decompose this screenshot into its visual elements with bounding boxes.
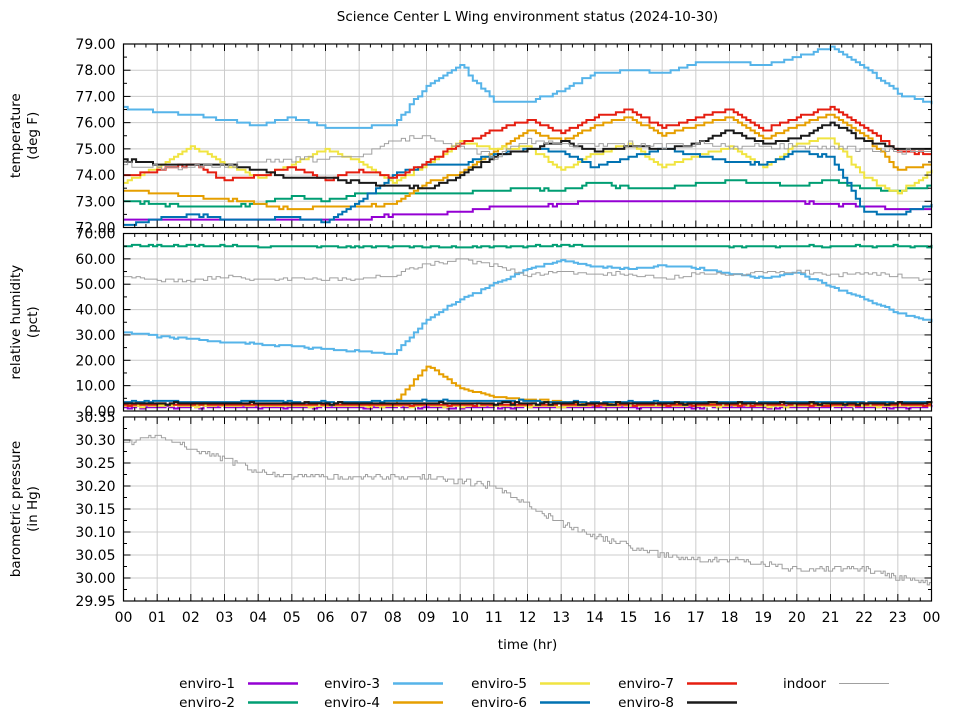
x-tick-label: 23 — [889, 610, 907, 626]
x-tick-label: 07 — [350, 610, 368, 626]
x-tick-label: 21 — [822, 610, 840, 626]
panel-pressure: 30.35 30.30 30.25 30.20 30.15 30.10 30.05 30.00… — [8, 410, 940, 626]
legend-item-indoor: indoor — [783, 676, 889, 692]
x-tick-label: 19 — [754, 610, 772, 626]
series-indoor-humidity — [123, 258, 932, 283]
y-tick-label: 30.15 — [75, 502, 115, 518]
x-tick-label: 16 — [653, 610, 671, 626]
panel-humidity: 70.00 60.00 50.00 40.00 30.00 20.00 10.00 0.00 r… — [8, 227, 933, 420]
chart-panels: 79.00 78.00 77.00 76.00 75.00 74.00 73.00 72.00… — [8, 37, 940, 626]
y-tick-label: 77.00 — [75, 89, 115, 105]
x-tick-label: 06 — [317, 610, 335, 626]
x-tick-label: 18 — [721, 610, 739, 626]
legend-label: enviro-3 — [324, 676, 380, 692]
x-tick-label: 17 — [687, 610, 705, 626]
y-tick-label: 76.00 — [75, 116, 115, 132]
legend-label: enviro-5 — [471, 676, 527, 692]
y-tick-label: 30.35 — [75, 410, 115, 426]
legend-label: enviro-2 — [179, 695, 235, 711]
chart-legend: enviro-1 enviro-2 enviro-3 enviro-4 enviro-5… — [179, 676, 889, 711]
y-axis-label-humidity: relative humidity(pct) — [8, 265, 41, 380]
x-tick-label: 11 — [485, 610, 503, 626]
y-tick-label: 30.05 — [75, 548, 115, 564]
y-tick-label: 60.00 — [75, 252, 115, 268]
y-tick-label: 20.00 — [75, 353, 115, 369]
series-enviro-2-humidity — [123, 243, 933, 249]
legend-item-enviro-5: enviro-5 — [471, 676, 590, 692]
x-axis-label: time (hr) — [498, 637, 557, 653]
legend-item-enviro-2: enviro-2 — [179, 695, 298, 711]
series-enviro-3-humidity — [123, 259, 933, 355]
y-tick-label: 30.30 — [75, 433, 115, 449]
y-tick-label: 0.00 — [84, 404, 115, 420]
x-tick-label: 02 — [182, 610, 200, 626]
series-indoor-pressure — [123, 434, 932, 586]
y-tick-label: 74.00 — [75, 168, 115, 184]
series-enviro-4-temperature — [123, 113, 932, 211]
series-enviro-6-temperature — [123, 147, 933, 226]
x-tick-label: 00 — [923, 610, 941, 626]
legend-item-enviro-3: enviro-3 — [324, 676, 443, 692]
legend-item-enviro-1: enviro-1 — [179, 676, 298, 692]
panel-temperature: 79.00 78.00 77.00 76.00 75.00 74.00 73.00 72.00… — [8, 37, 933, 237]
legend-label: enviro-7 — [618, 676, 674, 692]
legend-item-enviro-6: enviro-6 — [471, 695, 590, 711]
y-tick-label: 30.25 — [75, 456, 115, 472]
x-tick-label: 20 — [788, 610, 806, 626]
y-tick-label: 30.10 — [75, 525, 115, 541]
y-tick-label: 30.00 — [75, 571, 115, 587]
y-tick-label: 30.00 — [75, 328, 115, 344]
series-enviro-2-temperature — [123, 179, 932, 208]
legend-item-enviro-4: enviro-4 — [324, 695, 443, 711]
y-tick-label: 73.00 — [75, 194, 115, 210]
x-tick-label: 22 — [855, 610, 873, 626]
y-tick-label: 75.00 — [75, 142, 115, 158]
y-tick-label: 72.00 — [75, 221, 115, 237]
y-tick-label: 40.00 — [75, 303, 115, 319]
y-axis-label-pressure: barometric pressure(in Hg) — [8, 441, 41, 577]
chart-title: Science Center L Wing environment status… — [337, 9, 718, 25]
y-tick-label: 29.95 — [75, 594, 115, 610]
x-tick-label: 00 — [115, 610, 133, 626]
x-tick-label: 01 — [148, 610, 166, 626]
x-tick-label: 03 — [216, 610, 234, 626]
legend-item-enviro-8: enviro-8 — [618, 695, 737, 711]
legend-label: indoor — [783, 676, 826, 692]
legend-item-enviro-7: enviro-7 — [618, 676, 737, 692]
series-enviro-8-temperature — [123, 121, 932, 190]
legend-label: enviro-1 — [179, 676, 235, 692]
y-tick-label: 10.00 — [75, 379, 115, 395]
x-tick-label: 12 — [519, 610, 537, 626]
series-enviro-1-humidity — [123, 404, 933, 410]
x-tick-label: 05 — [283, 610, 301, 626]
series-enviro-8-humidity — [123, 401, 933, 406]
legend-label: enviro-6 — [471, 695, 527, 711]
series-enviro-7-humidity — [123, 402, 932, 407]
y-tick-label: 70.00 — [75, 227, 115, 243]
x-tick-label: 10 — [451, 610, 469, 626]
legend-label: enviro-4 — [324, 695, 380, 711]
y-tick-label: 79.00 — [75, 37, 115, 53]
y-tick-label: 50.00 — [75, 277, 115, 293]
x-tick-label: 09 — [418, 610, 436, 626]
x-tick-label: 13 — [552, 610, 570, 626]
y-axis-label-temperature: temperature(deg F) — [8, 93, 41, 178]
series-indoor-temperature — [123, 135, 932, 171]
legend-label: enviro-8 — [618, 695, 674, 711]
y-tick-label: 30.20 — [75, 479, 115, 495]
y-tick-label: 78.00 — [75, 63, 115, 79]
x-tick-label: 14 — [586, 610, 604, 626]
series-enviro-3-temperature — [123, 45, 933, 129]
x-tick-label: 08 — [384, 610, 402, 626]
x-tick-label: 04 — [249, 610, 267, 626]
x-tick-label: 15 — [620, 610, 638, 626]
